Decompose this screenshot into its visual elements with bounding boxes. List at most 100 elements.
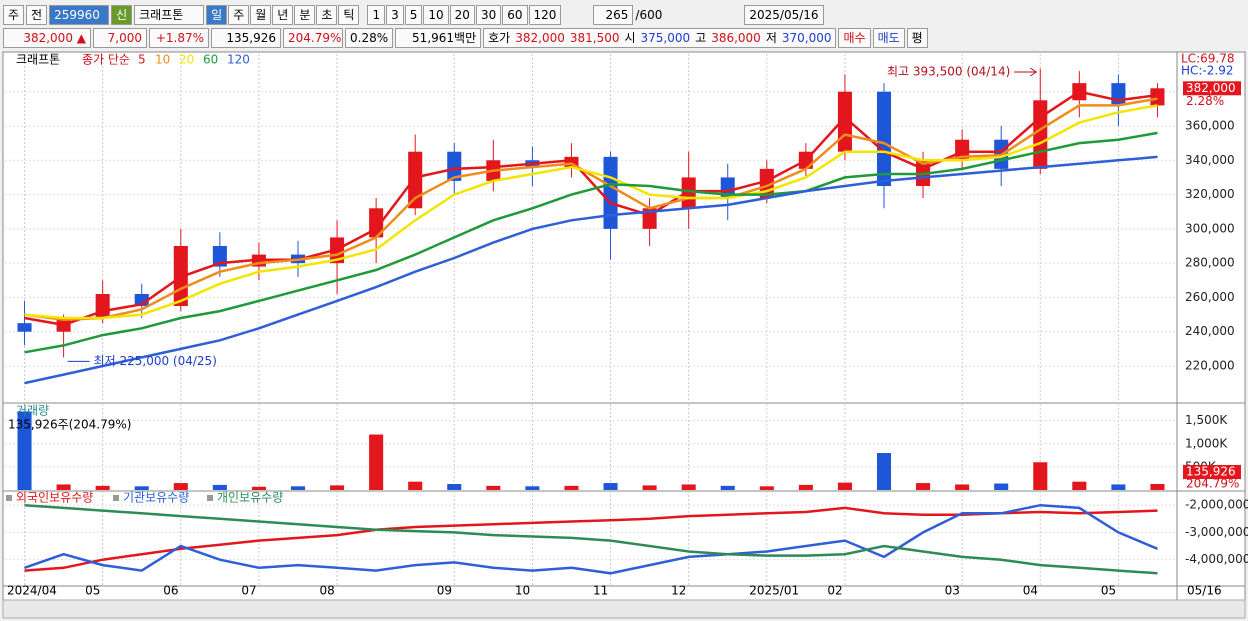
y-tick-label: 320,000 — [1185, 187, 1235, 201]
volume-pct: 204.79% — [283, 28, 343, 48]
turnover: 0.28% — [345, 28, 394, 48]
low-label: 저 — [765, 31, 777, 45]
legend-entry: 외국인보유수량 — [16, 491, 93, 505]
ma-line — [24, 97, 1158, 321]
stock-name[interactable]: 크래프톤 — [134, 5, 205, 25]
legend-swatch — [6, 495, 12, 501]
volume-bar — [759, 486, 774, 490]
buy[interactable]: 매수 — [838, 28, 871, 48]
volume-bar — [95, 485, 110, 490]
volume-bar — [17, 411, 32, 490]
quote-bar: 382,000 ▲ 7,000 +1.87% 135,926 204.79% 0… — [0, 28, 1248, 48]
last-volume: 135,926 — [1186, 465, 1236, 479]
interval-button[interactable]: 3 — [386, 5, 404, 25]
holding-line — [24, 503, 1158, 575]
x-tick-label: 06 — [163, 584, 178, 598]
volume-bar — [1033, 462, 1048, 490]
volume: 135,926 — [211, 28, 281, 48]
legend-entry: 20 — [179, 53, 194, 67]
volume-bar — [369, 434, 384, 490]
volume-bar — [994, 483, 1009, 490]
change: 7,000 — [93, 28, 147, 48]
candle-body — [876, 91, 892, 186]
candle-body — [408, 151, 423, 209]
low-annotation: 최저 225,000 (04/25) — [94, 354, 217, 368]
volume-bar — [290, 486, 306, 490]
candle-body — [447, 151, 462, 181]
volume-bar — [603, 483, 618, 490]
interval-button[interactable]: 30 — [475, 5, 502, 25]
volume-bar — [1072, 481, 1087, 490]
y-tick-label: 260,000 — [1185, 290, 1235, 304]
prev[interactable]: 전 — [26, 5, 48, 25]
ma-line — [24, 90, 1158, 327]
interval-button[interactable]: 5 — [404, 5, 423, 25]
interval-button[interactable]: 20 — [449, 5, 475, 25]
x-tick-label: 02 — [827, 584, 842, 598]
volume-bar — [681, 484, 696, 490]
amount: 51,961백만 — [395, 28, 482, 48]
last-volume-box — [1183, 465, 1241, 479]
volume-pct: 204.79% — [1186, 477, 1239, 491]
date[interactable]: 2025/05/16 — [744, 5, 824, 25]
interval-button[interactable]: 60 — [502, 5, 528, 25]
legend-entry: 120 — [227, 53, 250, 67]
volume-bar — [798, 484, 813, 490]
interval-button[interactable]: 120 — [528, 5, 562, 25]
volume-bar — [56, 484, 71, 490]
period-button[interactable]: 초 — [316, 5, 338, 25]
y-tick-label: 220,000 — [1185, 359, 1235, 373]
ask: 382,000 — [515, 31, 565, 45]
x-tick-label: 08 — [320, 584, 335, 598]
volume-bar — [916, 483, 931, 490]
market[interactable]: 주 — [3, 5, 25, 25]
high-label: 고 — [695, 31, 707, 45]
count[interactable]: 265 — [593, 5, 634, 25]
volume-bar — [134, 486, 149, 490]
period-button[interactable]: 월 — [250, 5, 272, 25]
sell[interactable]: 매도 — [872, 28, 905, 48]
volume-bar — [720, 485, 735, 490]
x-tick-label: 2025/01 — [749, 584, 799, 598]
interval-button[interactable]: 10 — [423, 5, 449, 25]
x-tick-label: 05 — [1101, 584, 1116, 598]
candle-body — [955, 139, 970, 161]
avg[interactable]: 평 — [906, 28, 928, 48]
x-tick-label: 03 — [945, 584, 960, 598]
y-tick-label: 1,500K — [1185, 413, 1228, 427]
y-tick-label: -4,000,000 — [1185, 552, 1248, 566]
change-pct: +1.87% — [149, 28, 209, 48]
x-tick-label: 07 — [241, 584, 256, 598]
legend-swatch — [113, 495, 119, 501]
panel-title: 거래량 — [16, 404, 49, 418]
period-button[interactable]: 년 — [272, 5, 294, 25]
candle-body — [1150, 88, 1165, 106]
y-tick-label: 300,000 — [1185, 221, 1235, 235]
interval-button[interactable]: 1 — [367, 5, 386, 25]
scrollbar[interactable] — [2, 599, 1246, 619]
candle-body — [17, 323, 32, 332]
last-date: 05/16 — [1187, 584, 1222, 598]
ma-line — [24, 155, 1158, 385]
x-tick-label: 11 — [593, 584, 608, 598]
volume-bar — [330, 485, 345, 490]
volume-bar — [955, 484, 970, 490]
period-button[interactable]: 분 — [294, 5, 316, 25]
volume-bar — [837, 482, 852, 490]
ma-label: 종가 단순 — [82, 53, 130, 67]
period-button[interactable]: 일 — [206, 5, 228, 25]
intervals: 1 3 5 10 20 30 60 120 — [367, 5, 562, 25]
legend-entry: 5 — [138, 53, 146, 67]
volume-bar — [1111, 484, 1126, 490]
y-tick-label: 340,000 — [1185, 153, 1235, 167]
y-tick-label: 240,000 — [1185, 324, 1235, 338]
max-count: /600 — [635, 8, 663, 22]
period-button[interactable]: 주 — [228, 5, 250, 25]
candle-body — [603, 156, 618, 229]
candle-body — [212, 246, 227, 267]
x-tick-label: 2024/04 — [7, 584, 57, 598]
open: 375,000 — [640, 31, 691, 45]
code[interactable]: 259960 — [49, 5, 110, 25]
period-button[interactable]: 틱 — [338, 5, 360, 25]
